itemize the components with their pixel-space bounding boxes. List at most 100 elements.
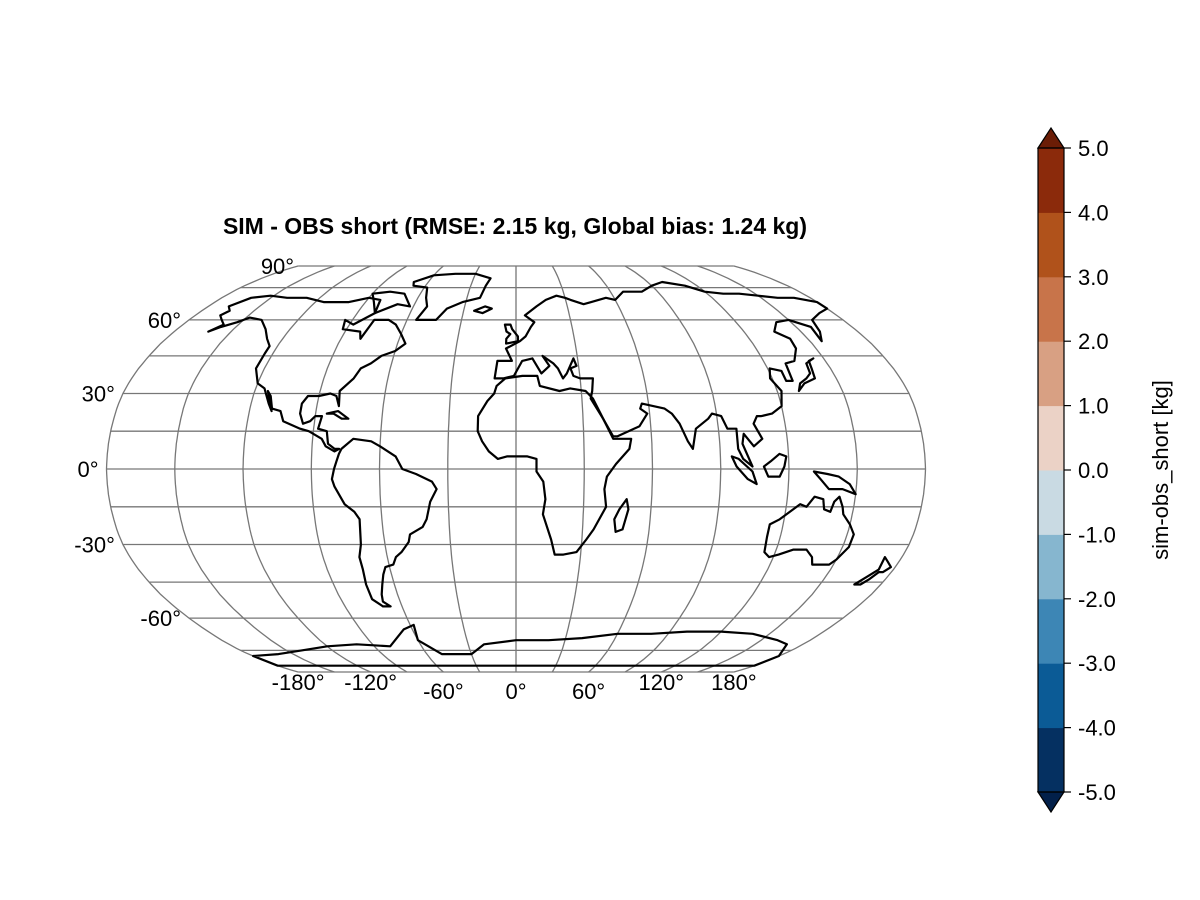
data-band <box>100 494 930 500</box>
data-band <box>100 302 930 307</box>
data-band <box>100 489 930 495</box>
south-america-coastline <box>330 437 438 608</box>
colorbar-segment <box>1038 727 1064 793</box>
australia-coastline <box>763 495 855 566</box>
data-band <box>100 484 930 490</box>
data-band <box>100 419 930 425</box>
colorbar-segment <box>1038 405 1064 471</box>
lat-tick-label: 30° <box>82 382 115 407</box>
data-band <box>100 479 930 485</box>
no-data-patch <box>489 386 593 419</box>
data-band <box>100 404 930 410</box>
lon-tick-label: -120° <box>344 670 397 695</box>
north-america-coastline <box>207 294 407 453</box>
data-band <box>100 560 930 566</box>
colorbar-segment <box>1038 470 1064 535</box>
colorbar-under-arrow <box>1036 791 1066 814</box>
new-guinea-coastline <box>812 470 857 496</box>
lat-tick-label: 0° <box>77 457 98 482</box>
colorbar-segment <box>1038 598 1064 664</box>
data-band <box>100 424 930 430</box>
lat-tick-label: -30° <box>74 533 115 558</box>
colorbar-segment <box>1038 663 1064 729</box>
colorbar-segment <box>1038 276 1064 342</box>
data-band <box>100 469 930 475</box>
data-band <box>100 449 930 455</box>
data-band <box>100 278 930 282</box>
colorbar-tick-label: -5.0 <box>1078 780 1116 805</box>
colorbar-tick-label: -2.0 <box>1078 587 1116 612</box>
colorbar-tick-label: 3.0 <box>1078 265 1109 290</box>
data-band <box>100 509 930 515</box>
sumatra-coastline <box>730 455 758 486</box>
data-band <box>100 434 930 440</box>
colorbar-label: sim-obs_short [kg] <box>1148 380 1173 560</box>
latitude-labels: 90° 60° 30° 0° -30° -60° <box>74 254 294 631</box>
data-band <box>100 444 930 450</box>
data-band <box>100 529 930 535</box>
page-title: SIM - OBS short (RMSE: 2.15 kg, Global b… <box>222 213 808 239</box>
africa-coastline <box>476 374 633 556</box>
colorbar-tick-label: 2.0 <box>1078 329 1109 354</box>
coastlines <box>207 272 893 667</box>
data-band <box>100 555 930 561</box>
data-band <box>100 524 930 530</box>
lat-tick-label: 90° <box>261 254 294 279</box>
data-band <box>100 519 930 525</box>
lon-tick-label: 180° <box>711 670 757 695</box>
data-band <box>100 399 930 405</box>
graticule <box>105 265 927 673</box>
cuba-coastline <box>325 410 350 420</box>
data-band <box>100 575 930 581</box>
data-band <box>100 570 930 576</box>
data-band <box>100 459 930 465</box>
data-band <box>100 414 930 420</box>
lon-tick-label: 120° <box>639 670 685 695</box>
lat-tick-label: -60° <box>140 606 181 631</box>
colorbar-segment <box>1038 212 1064 278</box>
colorbar-tick-label: -4.0 <box>1078 716 1116 741</box>
data-band <box>100 409 930 415</box>
longitude-labels: -180° -120° -60° 0° 60° 120° 180° <box>272 670 757 704</box>
data-band <box>100 585 930 591</box>
data-band <box>100 534 930 540</box>
iceland-coastline <box>473 305 493 315</box>
data-band <box>100 439 930 445</box>
lon-tick-label: -180° <box>272 670 325 695</box>
colorbar-tick-label: 4.0 <box>1078 200 1109 225</box>
colorbar-segment <box>1038 341 1064 407</box>
data-band <box>100 609 930 614</box>
data-fill <box>100 278 930 618</box>
data-band <box>100 394 930 400</box>
lon-tick-label: 60° <box>572 679 605 704</box>
colorbar-segment <box>1038 148 1064 213</box>
data-band <box>100 604 930 609</box>
data-band <box>100 499 930 505</box>
data-band <box>100 290 930 295</box>
colorbar-tick-label: -3.0 <box>1078 651 1116 676</box>
data-band <box>100 349 930 355</box>
data-band <box>100 383 930 389</box>
greenland-coastline <box>412 272 492 321</box>
data-band <box>100 514 930 520</box>
colorbar-tick-label: 1.0 <box>1078 394 1109 419</box>
colorbar-tick-label: 5.0 <box>1078 136 1109 161</box>
japan-coastline <box>797 357 817 393</box>
europe-asia-coastline <box>493 280 829 468</box>
colorbar-tick-label: -1.0 <box>1078 522 1116 547</box>
lon-tick-label: 0° <box>505 679 526 704</box>
colorbar: 5.0 4.0 3.0 2.0 1.0 0.0 -1.0 -2.0 -3.0 -4.0 -5.0 si… <box>1036 126 1173 814</box>
data-band <box>100 565 930 571</box>
lon-tick-label: -60° <box>423 679 464 704</box>
colorbar-tick-label: 0.0 <box>1078 458 1109 483</box>
baffin-coastline <box>371 290 412 315</box>
borneo-coastline <box>762 452 788 478</box>
data-band <box>100 474 930 480</box>
data-band <box>100 306 930 311</box>
colorbar-over-arrow <box>1036 126 1066 149</box>
colorbar-segment <box>1038 534 1064 600</box>
madagascar-coastline <box>613 498 630 534</box>
data-band <box>100 590 930 596</box>
uk-coastline <box>503 323 520 345</box>
